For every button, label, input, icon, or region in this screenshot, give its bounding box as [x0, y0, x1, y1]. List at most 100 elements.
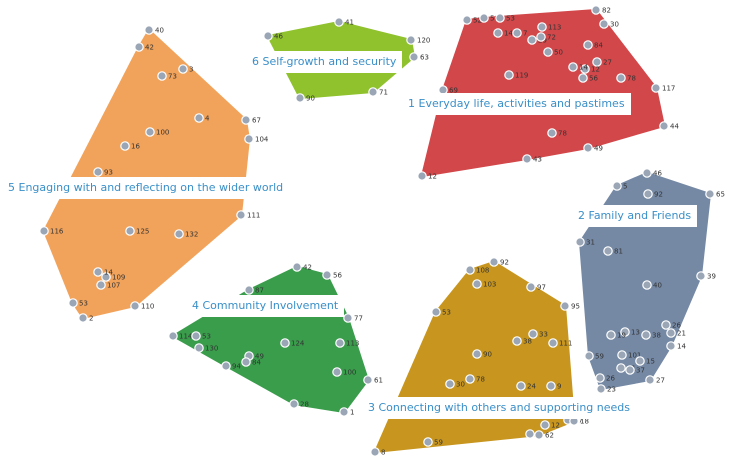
point-marker [295, 93, 305, 103]
point-marker [642, 168, 652, 178]
point-label: 31 [586, 239, 595, 247]
cluster-label-2: 2 Family and Friends [572, 205, 698, 227]
cluster-1-point: 140 [493, 28, 517, 38]
point-label: 69 [449, 87, 458, 95]
point-label: 37 [636, 367, 645, 375]
point-marker [335, 338, 345, 348]
point-marker [493, 28, 503, 38]
cluster-5-point: 100 [145, 127, 169, 137]
point-marker [516, 381, 526, 391]
cluster-4-point: 84 [241, 357, 261, 367]
point-marker [406, 35, 416, 45]
point-label: 119 [515, 72, 528, 80]
point-label: 114 [179, 333, 193, 341]
point-marker [599, 19, 609, 29]
point-marker [417, 171, 427, 181]
cluster-5-point: 110 [130, 301, 154, 311]
cluster-1-point: 52 [462, 15, 482, 25]
cluster-1-point: 56 [578, 73, 598, 83]
point-label: 63 [420, 54, 429, 62]
point-marker [322, 270, 332, 280]
point-marker [548, 338, 558, 348]
point-label: 15 [646, 358, 655, 366]
point-label: 19 [617, 332, 626, 340]
point-label: 56 [589, 75, 598, 83]
point-label: 132 [185, 231, 198, 239]
point-marker [339, 407, 349, 417]
point-marker [643, 189, 653, 199]
cluster-2-point: 59 [584, 351, 604, 361]
point-marker [568, 62, 578, 72]
point-marker [465, 265, 475, 275]
cluster-3-point: 95 [560, 301, 580, 311]
cluster-1-point: 43 [522, 154, 542, 164]
cluster-5-point: 42 [134, 42, 154, 52]
cluster-1-point: 7 [512, 28, 527, 38]
point-marker [174, 229, 184, 239]
cluster-2-point: 23 [596, 384, 616, 394]
cluster-label-4: 4 Community Involvement [186, 295, 345, 317]
cluster-2-point: 92 [643, 189, 663, 199]
point-marker [527, 35, 537, 45]
cluster-3-point: 53 [431, 307, 451, 317]
point-label: 116 [50, 228, 64, 236]
point-label: 84 [594, 42, 603, 50]
cluster-3-point: 30 [445, 379, 465, 389]
cluster-4-point: 53 [191, 331, 211, 341]
cluster-2-point: 26 [661, 320, 681, 330]
point-label: 30 [610, 21, 619, 29]
point-label: 82 [602, 7, 611, 15]
cluster-2-point: 37 [625, 365, 645, 375]
cluster-5-point: 93 [93, 167, 113, 177]
point-label: 140 [504, 30, 517, 38]
point-label: 49 [594, 145, 603, 153]
point-label: 43 [533, 156, 542, 164]
cluster-label-5: 5 Engaging with and reflecting on the wi… [2, 177, 290, 199]
cluster-3-point: 108 [465, 265, 489, 275]
point-label: 40 [653, 282, 662, 290]
point-marker [368, 87, 378, 97]
point-label: 46 [653, 170, 662, 178]
point-label: 62 [545, 432, 554, 440]
point-label: 12 [551, 422, 560, 430]
point-label: 125 [136, 228, 149, 236]
point-label: 130 [205, 345, 218, 353]
point-label: 21 [677, 330, 686, 338]
cluster-2-point: 5 [612, 181, 627, 191]
point-label: 53 [442, 309, 451, 317]
cluster-4-point: 87 [244, 285, 264, 295]
point-label: 59 [595, 353, 604, 361]
point-label: 92 [654, 191, 663, 199]
cluster-3-point: 12 [540, 420, 560, 430]
point-label: 73 [168, 73, 177, 81]
point-marker [292, 262, 302, 272]
cluster-1-point: 72 [536, 32, 556, 42]
point-label: 28 [300, 401, 309, 409]
point-marker [620, 327, 630, 337]
point-label: 14 [677, 343, 686, 351]
point-marker [583, 143, 593, 153]
cluster-2-point: 14 [666, 341, 686, 351]
point-marker [472, 349, 482, 359]
point-label: 16 [131, 143, 140, 151]
cluster-label-3: 3 Connecting with others and supporting … [362, 397, 637, 419]
point-marker [462, 15, 472, 25]
point-marker [696, 271, 706, 281]
point-label: 53 [202, 333, 211, 341]
point-label: 40 [155, 27, 164, 35]
cluster-1-point: 53 [495, 13, 515, 23]
point-marker [528, 329, 538, 339]
point-label: 42 [145, 44, 154, 52]
cluster-2-point: 39 [696, 271, 716, 281]
point-marker [120, 141, 130, 151]
cluster-3-point: 24 [516, 381, 536, 391]
point-label: 113 [548, 24, 561, 32]
point-marker [583, 40, 593, 50]
cluster-5-point: 73 [157, 71, 177, 81]
point-label: 42 [303, 264, 312, 272]
cluster-2-point: 27 [645, 375, 665, 385]
cluster-2-point: 46 [642, 168, 662, 178]
cluster-5-point: 16 [120, 141, 140, 151]
point-label: 78 [627, 75, 636, 83]
point-label: 27 [603, 59, 612, 67]
